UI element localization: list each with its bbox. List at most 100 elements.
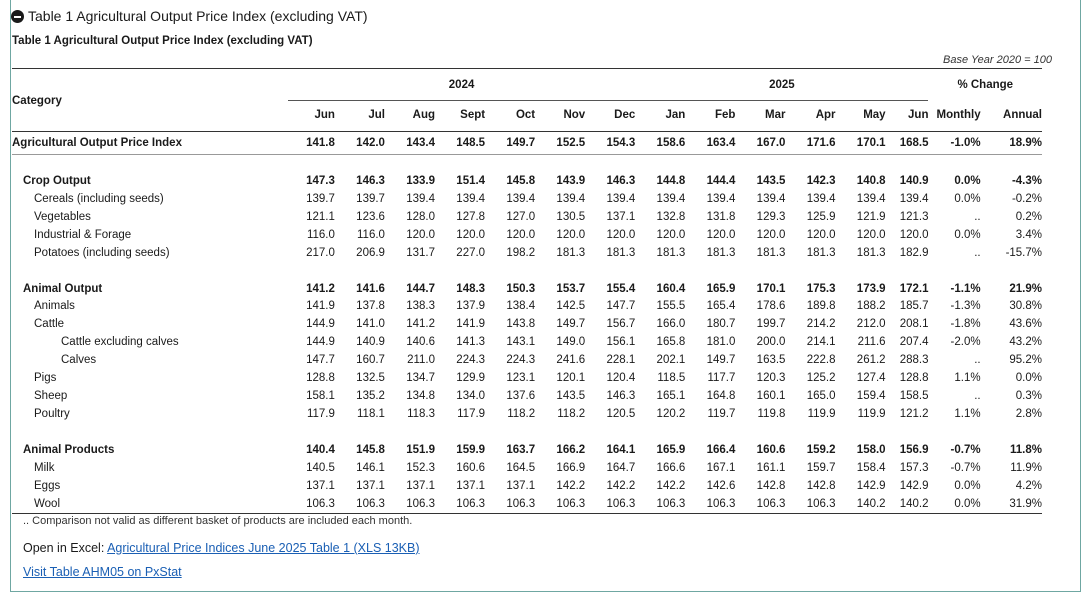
table-cell: 120.0 [806, 228, 836, 241]
row-label: Vegetables [34, 210, 91, 223]
table-cell: 106.3 [384, 495, 436, 515]
monthly-cell: -0.7% [950, 443, 981, 456]
table-cell: 198.2 [506, 246, 536, 259]
table-cell: 119.8 [757, 407, 786, 420]
table-cell: 166.0 [656, 318, 686, 331]
table-cell: 139.4 [506, 192, 536, 205]
year-2024-header: 2024 [287, 72, 636, 101]
table-cell: 168.5 [885, 131, 929, 155]
table-cell: 149.0 [556, 336, 586, 349]
table-cell: 189.8 [806, 300, 836, 313]
table-cell: 165.1 [656, 389, 686, 402]
row-label: Animal Products [23, 443, 115, 456]
table-row: Vegetables 121.1 123.6 128.0 127.8 127.0 130.5… [12, 209, 1042, 227]
table-cell: 158.6 [635, 131, 686, 155]
table-cell: 137.1 [406, 479, 436, 492]
table-cell: 178.6 [756, 300, 786, 313]
table-cell: 139.4 [606, 192, 636, 205]
table-cell: 142.9 [899, 479, 929, 492]
table-cell: 164.1 [606, 443, 636, 456]
table-cell: 140.2 [835, 495, 886, 515]
table-cell: 139.4 [856, 192, 886, 205]
table-cell: 155.4 [606, 282, 636, 295]
row-label: Sheep [34, 389, 68, 402]
table-cell: 120.0 [506, 228, 536, 241]
row-label: Potatoes (including seeds) [34, 246, 170, 259]
table-cell: 164.8 [706, 389, 736, 402]
table-cell: 106.3 [485, 495, 536, 515]
pct-change-header: % Change [957, 79, 1014, 92]
annual-header: Annual [1003, 108, 1042, 121]
table-cell: 127.8 [456, 210, 486, 223]
monthly-cell: 0.0% [928, 495, 981, 515]
table-cell: 118.2 [557, 407, 586, 420]
row-label: Eggs [34, 479, 61, 492]
table-cell: 157.3 [899, 461, 929, 474]
table-cell: 181.3 [756, 246, 786, 259]
table-cell: 151.4 [456, 175, 486, 187]
table-cell: 119.9 [807, 407, 836, 420]
table-cell: 131.7 [406, 246, 436, 259]
row-label: Calves [61, 354, 97, 367]
table-cell: 128.8 [899, 372, 929, 385]
table-cell: 144.8 [656, 175, 686, 187]
monthly-cell: 0.0% [954, 192, 981, 205]
table-cell: 158.5 [899, 389, 929, 402]
table-row: Industrial & Forage 116.0 116.0 120.0 120.0 1… [12, 227, 1042, 245]
table-body: Agricultural Output Price Index 141.8 142.… [12, 131, 1042, 515]
table-cell: 123.1 [506, 372, 536, 385]
table-cell: 139.4 [706, 192, 736, 205]
table-cell: 142.8 [756, 479, 786, 492]
monthly-cell: .. [974, 246, 981, 259]
row-label: Cattle excluding calves [61, 336, 179, 349]
table-cell: 121.9 [856, 210, 886, 223]
table-cell: 139.4 [756, 192, 786, 205]
table-toggle[interactable]: Table 1 Agricultural Output Price Index … [11, 8, 368, 24]
table-cell: 121.3 [899, 210, 929, 223]
table-cell: 200.0 [756, 336, 786, 349]
table-cell: 155.5 [656, 300, 686, 313]
table-cell: 134.0 [456, 389, 486, 402]
table-cell: 147.7 [606, 300, 636, 313]
table-cell: 171.6 [785, 131, 836, 155]
table-cell: 163.7 [506, 443, 536, 456]
table-cell: 142.0 [334, 131, 385, 155]
table-cell: 170.1 [835, 131, 886, 155]
excel-line: Open in Excel: Agricultural Price Indice… [23, 541, 420, 555]
excel-download-link[interactable]: Agricultural Price Indices June 2025 Tab… [107, 541, 420, 555]
pxstat-link[interactable]: Visit Table AHM05 on PxStat [23, 565, 182, 579]
toggle-label[interactable]: Table 1 Agricultural Output Price Index … [28, 8, 368, 24]
collapse-minus-icon[interactable] [11, 9, 24, 23]
table-cell: 139.7 [356, 192, 385, 205]
table-title: Table 1 Agricultural Output Price Index … [12, 35, 313, 47]
table-cell: 137.1 [306, 479, 335, 492]
table-cell: 146.3 [606, 175, 636, 187]
table-cell: 116.0 [357, 228, 385, 241]
monthly-cell: 0.0% [954, 175, 981, 187]
table-top-rule [12, 68, 1042, 69]
table-cell: 163.5 [756, 354, 786, 367]
table-cell: 130.5 [556, 210, 586, 223]
table-cell: 140.5 [306, 461, 335, 474]
table-cell: 120.0 [706, 228, 736, 241]
table-cell: 153.7 [556, 282, 586, 295]
monthly-cell: 1.1% [954, 407, 981, 420]
table-cell: 160.7 [356, 354, 385, 367]
annual-cell: -0.2% [1011, 192, 1042, 205]
table-cell: 152.3 [406, 461, 436, 474]
table-cell: 207.4 [899, 336, 929, 349]
annual-cell: 0.3% [1015, 389, 1042, 402]
row-label: Crop Output [23, 175, 91, 187]
table-cell: 167.1 [706, 461, 736, 474]
table-row: Cereals (including seeds) 139.7 139.7 139.4… [12, 191, 1042, 209]
base-year-note: Base Year 2020 = 100 [943, 54, 1052, 66]
monthly-cell: -1.3% [950, 300, 981, 313]
table-cell: 165.9 [656, 443, 686, 456]
table-cell: 164.7 [606, 461, 636, 474]
table-cell: 142.2 [556, 479, 586, 492]
table-cell: 145.8 [356, 443, 385, 456]
table-cell: 181.0 [706, 336, 736, 349]
table-cell: 142.6 [706, 479, 736, 492]
table-cell: 142.3 [806, 175, 836, 187]
month-header: Mar [765, 109, 786, 122]
